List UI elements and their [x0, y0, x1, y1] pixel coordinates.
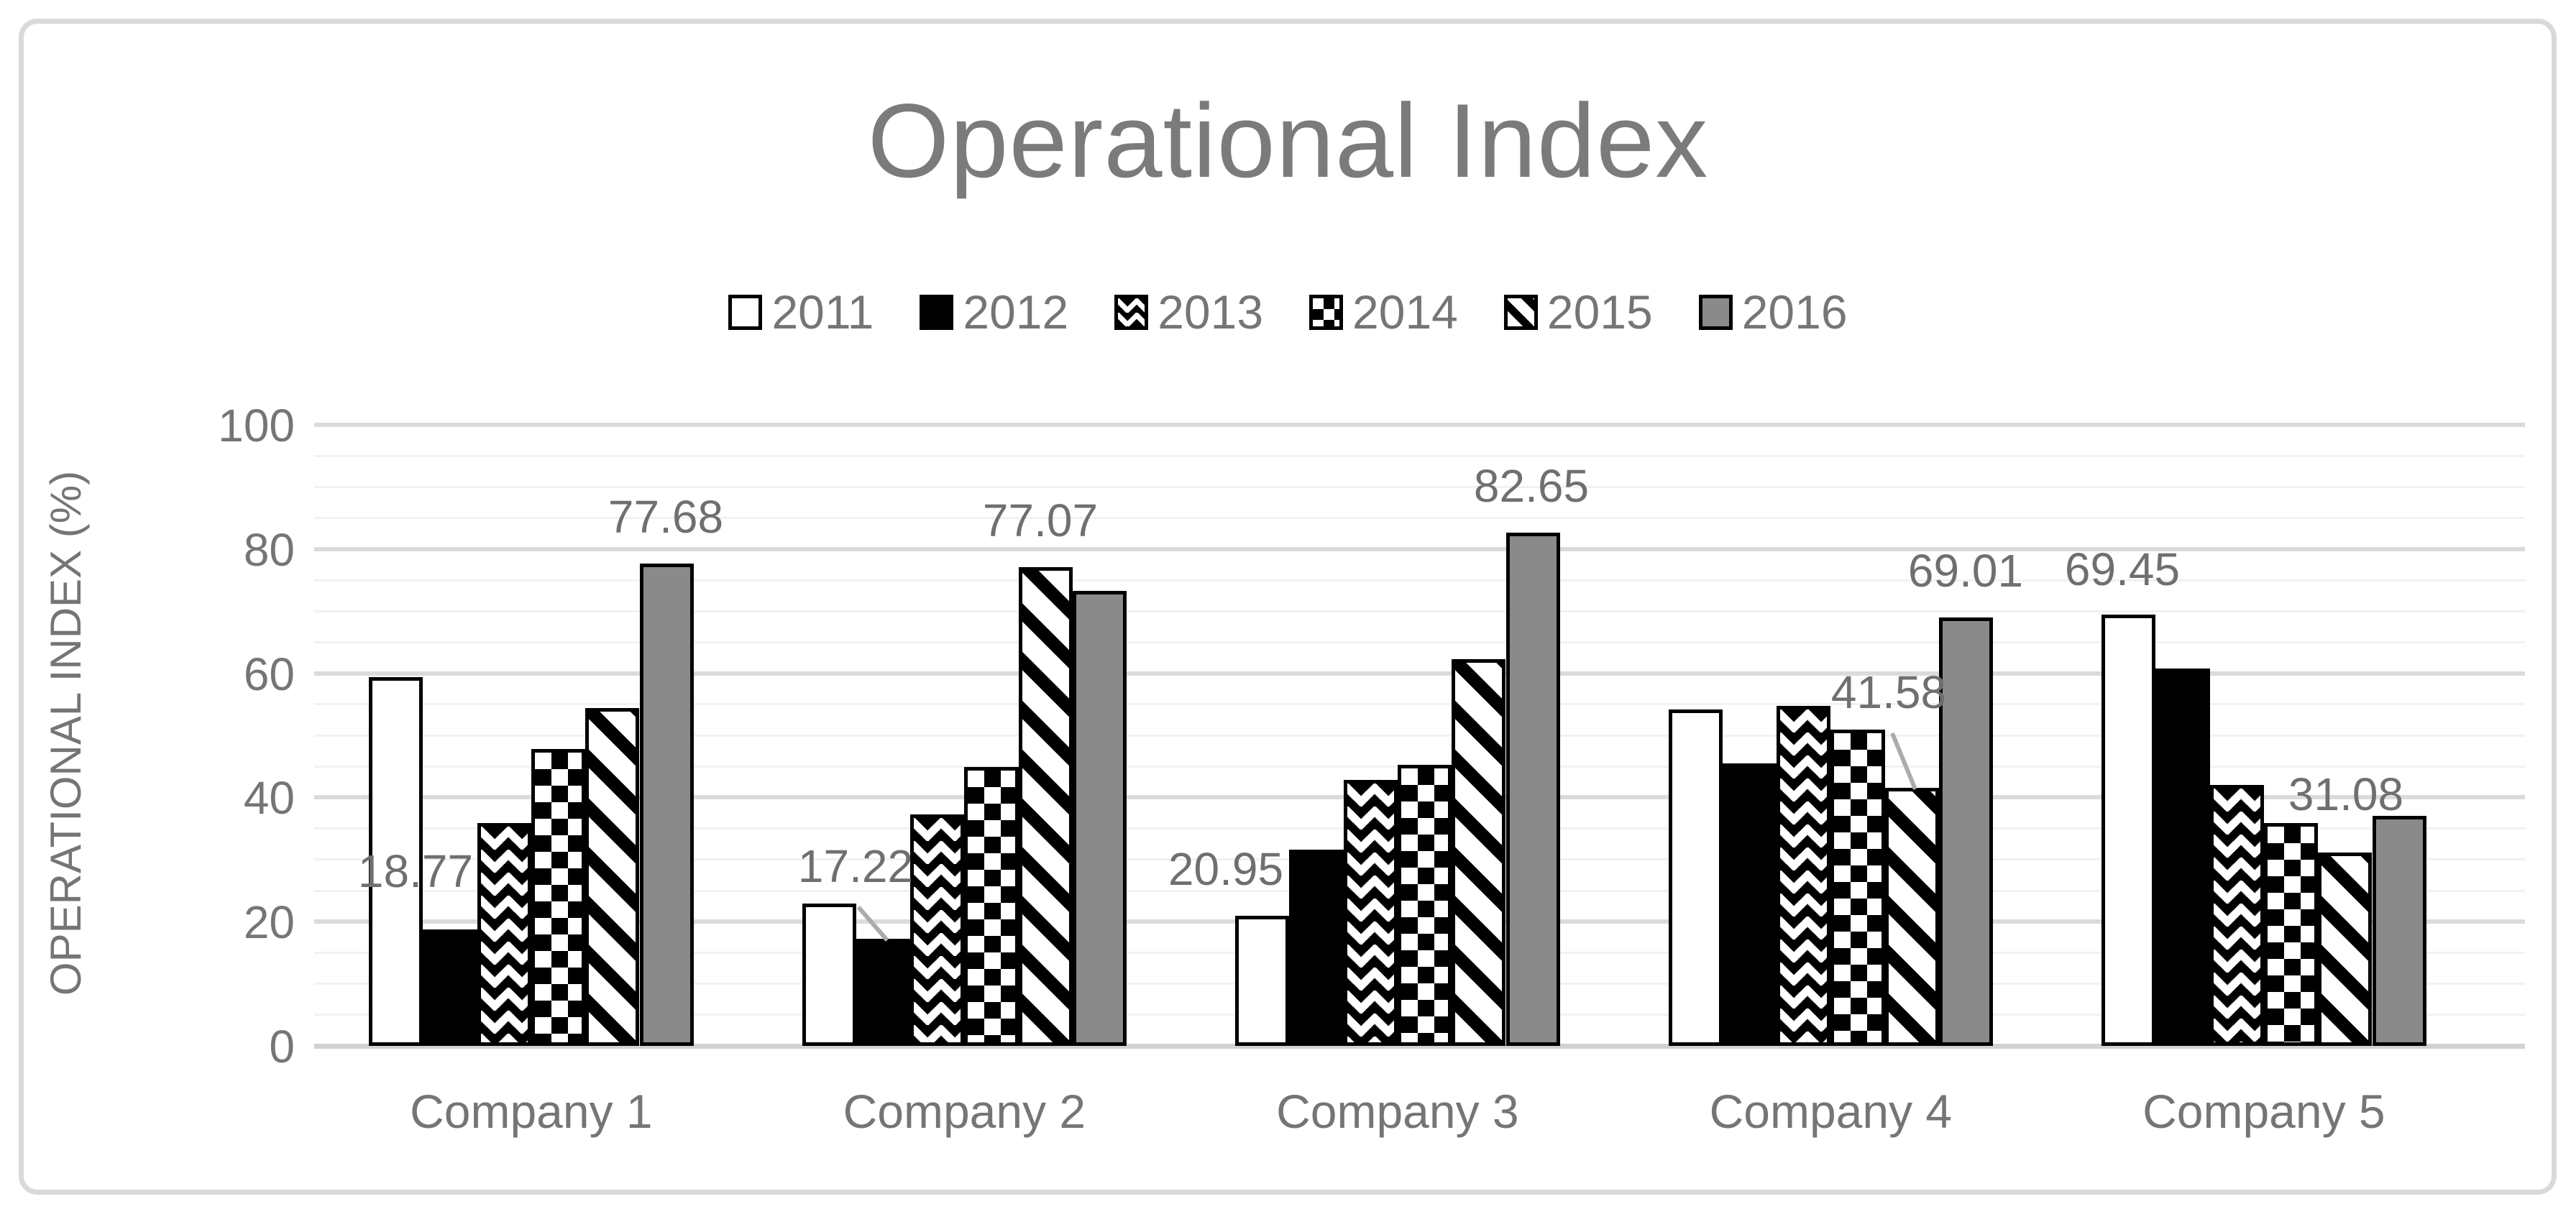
bar-2013-company-4 — [1777, 706, 1831, 1046]
bar-2011-company-4 — [1668, 709, 1723, 1046]
bar-2012-company-4 — [1722, 763, 1777, 1046]
bar-2015-company-3 — [1452, 658, 1506, 1046]
bar-2016-company-4 — [1939, 617, 1994, 1046]
bar-2016-company-5 — [2372, 816, 2426, 1046]
legend-swatch-solid-black-icon — [920, 294, 954, 330]
legend: 2011 2012 2013 2014 2015 2016 — [0, 285, 2576, 339]
major-gridline — [314, 423, 2525, 427]
y-tick-label: 40 — [243, 772, 295, 824]
major-gridline — [314, 546, 2525, 551]
legend-item-2016: 2016 — [1698, 285, 1848, 339]
data-label: 69.45 — [2064, 543, 2181, 595]
bar-2013-company-1 — [477, 822, 531, 1046]
legend-label: 2012 — [963, 285, 1069, 339]
category-label: Company 5 — [2142, 1085, 2385, 1138]
category-label: Company 4 — [1709, 1085, 1953, 1138]
legend-label: 2015 — [1546, 285, 1653, 339]
data-label: 31.08 — [2288, 768, 2404, 820]
bar-2014-company-5 — [2263, 822, 2319, 1046]
y-tick-label: 100 — [218, 400, 295, 451]
minor-gridline — [314, 579, 2525, 582]
legend-swatch-solid-gray-icon — [1698, 294, 1733, 330]
data-label: 18.77 — [357, 845, 474, 897]
chart-outer-frame — [19, 19, 2557, 1195]
minor-gridline — [314, 703, 2525, 706]
bar-2016-company-2 — [1073, 590, 1127, 1046]
data-label: 20.95 — [1168, 843, 1284, 895]
bar-2012-company-3 — [1289, 849, 1344, 1046]
bar-2012-company-2 — [856, 939, 911, 1046]
bar-2015-company-5 — [2318, 853, 2373, 1046]
legend-item-2013: 2013 — [1114, 285, 1263, 339]
bar-2016-company-3 — [1505, 532, 1560, 1046]
legend-label: 2014 — [1352, 285, 1458, 339]
category-label: Company 1 — [410, 1085, 653, 1138]
bar-2013-company-3 — [1343, 780, 1398, 1046]
bar-2012-company-5 — [2155, 668, 2210, 1046]
legend-item-2015: 2015 — [1503, 285, 1653, 339]
minor-gridline — [314, 485, 2525, 488]
bar-2011-company-1 — [369, 676, 423, 1046]
y-tick-label: 20 — [243, 896, 295, 949]
data-label: 69.01 — [1907, 545, 2024, 597]
legend-item-2011: 2011 — [728, 285, 874, 339]
minor-gridline — [314, 454, 2525, 457]
bar-2013-company-5 — [2209, 785, 2264, 1046]
minor-gridline — [314, 640, 2525, 643]
data-label: 82.65 — [1473, 460, 1590, 512]
bar-2011-company-5 — [2101, 614, 2156, 1046]
legend-item-2014: 2014 — [1309, 285, 1458, 339]
legend-label: 2011 — [771, 285, 874, 339]
x-axis-line — [314, 1044, 2525, 1049]
y-tick-label: 80 — [243, 523, 295, 576]
bar-2012-company-1 — [423, 929, 477, 1046]
data-label: 77.07 — [982, 495, 1099, 546]
category-label: Company 2 — [843, 1085, 1086, 1138]
legend-item-2012: 2012 — [920, 285, 1068, 339]
y-axis-title: OPERATIONAL INDEX (%) — [42, 470, 90, 996]
bar-2016-company-1 — [639, 563, 694, 1046]
bar-2014-company-2 — [964, 767, 1019, 1046]
bar-2014-company-3 — [1397, 765, 1452, 1046]
bar-2011-company-2 — [802, 904, 856, 1046]
legend-swatch-white-outline-icon — [728, 294, 763, 330]
legend-swatch-checker-icon — [1309, 294, 1344, 330]
bar-2015-company-1 — [585, 707, 640, 1046]
legend-label: 2013 — [1158, 285, 1264, 339]
bar-2011-company-3 — [1235, 915, 1290, 1046]
bar-2015-company-4 — [1884, 787, 1939, 1046]
bar-2015-company-2 — [1018, 567, 1073, 1046]
category-label: Company 3 — [1276, 1085, 1519, 1138]
bar-2013-company-2 — [910, 814, 965, 1046]
major-gridline — [314, 671, 2525, 676]
legend-swatch-zigzag-icon — [1114, 294, 1149, 330]
bar-2014-company-1 — [531, 749, 586, 1046]
data-label: 77.68 — [608, 491, 724, 543]
minor-gridline — [314, 610, 2525, 612]
minor-gridline — [314, 517, 2525, 520]
data-label: 41.58 — [1830, 666, 1947, 718]
data-label: 17.22 — [797, 840, 914, 892]
chart-title: Operational Index — [867, 82, 1709, 199]
y-tick-label: 0 — [269, 1021, 295, 1072]
minor-gridline — [314, 734, 2525, 737]
legend-label: 2016 — [1741, 285, 1848, 339]
bar-2014-company-4 — [1830, 730, 1885, 1046]
legend-swatch-diagonal-icon — [1503, 294, 1538, 330]
y-tick-label: 60 — [243, 648, 295, 700]
